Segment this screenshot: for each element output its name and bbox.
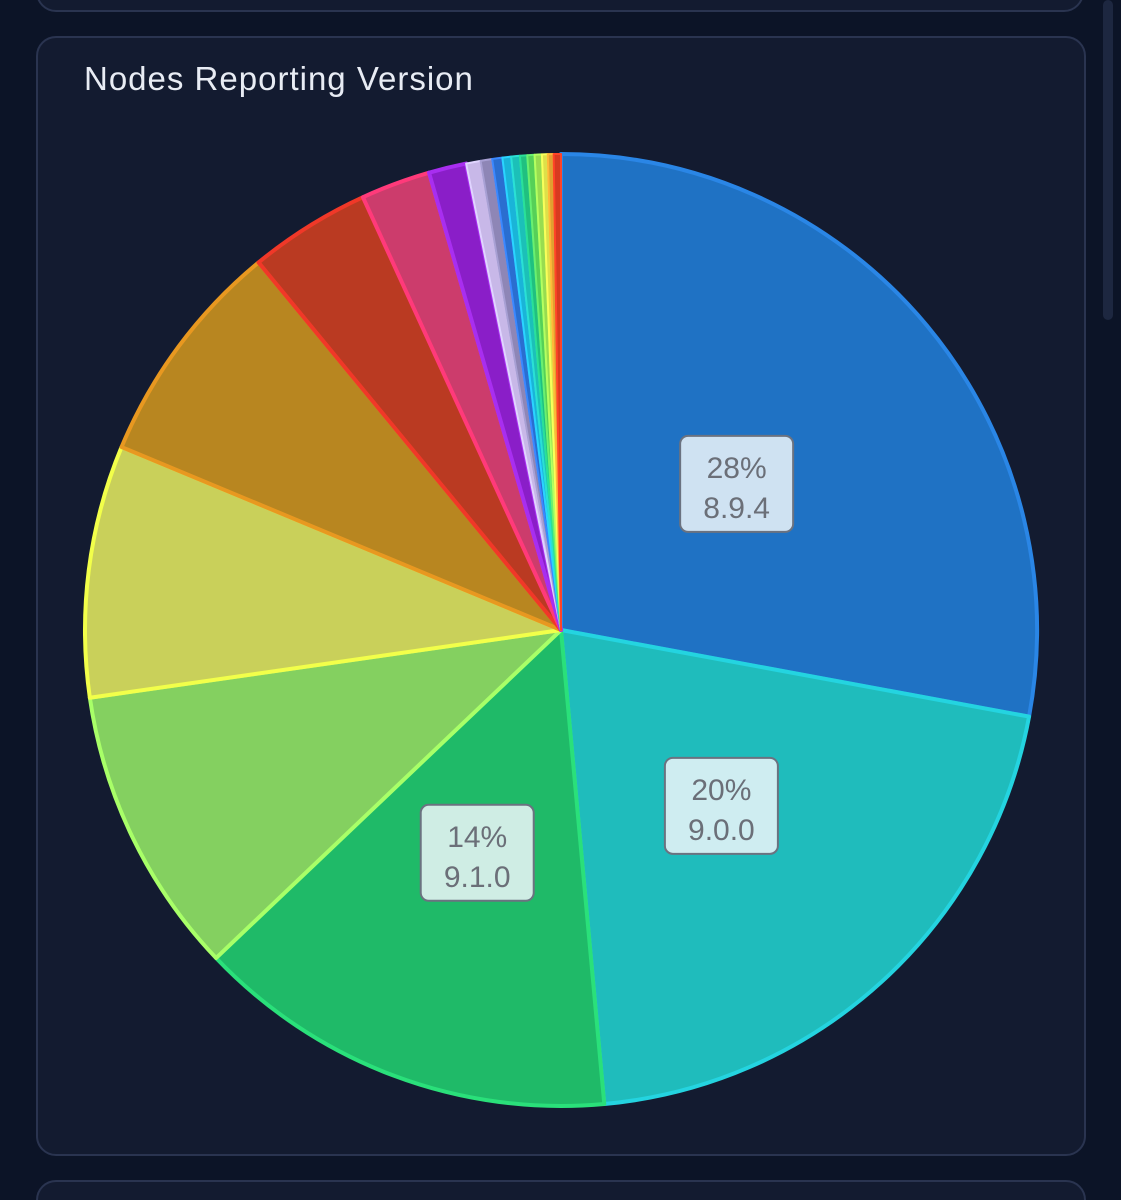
slice-label-box bbox=[679, 434, 795, 533]
pie-slice-5[interactable] bbox=[119, 260, 563, 632]
scrollbar[interactable] bbox=[1103, 0, 1113, 320]
pie-slice-4[interactable] bbox=[83, 445, 563, 700]
slice-label-box bbox=[419, 803, 535, 902]
slice-label-version: 9.1.0 bbox=[444, 861, 511, 894]
slice-label-version: 8.9.4 bbox=[703, 492, 770, 525]
pie-labels: 28% 8.9.4 20% 9.0.0 14% 9.1.0 bbox=[419, 434, 795, 902]
slice-label-percent: 28% bbox=[707, 452, 767, 485]
pie-slice-3[interactable] bbox=[87, 628, 563, 961]
slice-label: 14% 9.1.0 bbox=[419, 803, 535, 902]
card-title: Nodes Reporting Version bbox=[84, 60, 474, 97]
slice-label: 28% 8.9.4 bbox=[679, 434, 795, 533]
next-card bbox=[36, 1180, 1086, 1200]
slice-label: 20% 9.0.0 bbox=[663, 756, 779, 855]
slice-label-percent: 20% bbox=[691, 774, 751, 807]
pie-slices bbox=[83, 152, 1039, 1108]
slice-label-version: 9.0.0 bbox=[688, 814, 755, 847]
pie-slice-9-1-0[interactable] bbox=[214, 628, 607, 1108]
pie-slice-8-9-4[interactable] bbox=[559, 152, 1039, 719]
pie-slice-19[interactable] bbox=[552, 153, 562, 631]
slice-label-percent: 14% bbox=[447, 821, 507, 854]
pie-slice-9-0-0[interactable] bbox=[559, 628, 1032, 1107]
slice-label-box bbox=[663, 756, 779, 855]
